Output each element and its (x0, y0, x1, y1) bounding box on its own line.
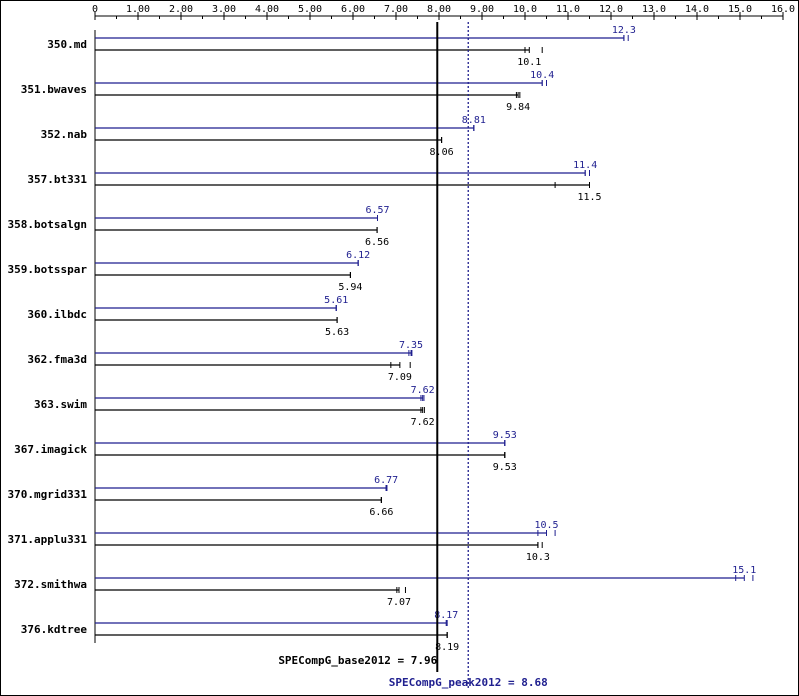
base-value-label: 10.1 (517, 57, 541, 68)
benchmark-label: 359.botsspar (8, 263, 88, 276)
benchmark-label: 357.bt331 (27, 173, 87, 186)
x-tick-label: 10.0 (513, 4, 537, 15)
base-value-label: 8.19 (435, 642, 459, 653)
benchmark-label: 350.md (47, 38, 87, 51)
x-tick-label: 4.00 (255, 4, 279, 15)
base-value-label: 6.56 (365, 237, 389, 248)
peak-value-label: 7.35 (399, 340, 423, 351)
peak-value-label: 12.3 (612, 25, 636, 36)
base-summary-label: SPECompG_base2012 = 7.96 (278, 654, 437, 667)
benchmark-label: 360.ilbdc (27, 308, 87, 321)
peak-value-label: 11.4 (573, 160, 597, 171)
base-value-label: 11.5 (577, 192, 601, 203)
x-tick-label: 8.00 (427, 4, 451, 15)
base-value-label: 5.94 (338, 282, 362, 293)
benchmark-label: 372.smithwa (14, 578, 87, 591)
peak-value-label: 8.17 (434, 610, 458, 621)
benchmark-label: 370.mgrid331 (8, 488, 88, 501)
benchmark-label: 363.swim (34, 398, 87, 411)
base-value-label: 8.06 (430, 147, 454, 158)
x-tick-label: 14.0 (685, 4, 709, 15)
x-tick-label: 6.00 (341, 4, 365, 15)
base-value-label: 7.09 (388, 372, 412, 383)
peak-value-label: 7.62 (411, 385, 435, 396)
benchmark-label: 371.applu331 (8, 533, 88, 546)
peak-value-label: 6.57 (365, 205, 389, 216)
benchmark-label: 351.bwaves (21, 83, 87, 96)
x-tick-label: 15.0 (728, 4, 752, 15)
x-tick-label: 3.00 (212, 4, 236, 15)
reference-lines: SPECompG_base2012 = 7.96 SPECompG_peak201… (278, 22, 548, 690)
peak-value-label: 10.5 (534, 520, 558, 531)
base-value-label: 7.07 (387, 597, 411, 608)
benchmark-label: 367.imagick (14, 443, 87, 456)
peak-value-label: 6.12 (346, 250, 370, 261)
peak-summary-label: SPECompG_peak2012 = 8.68 (389, 676, 548, 689)
base-value-label: 9.84 (506, 102, 530, 113)
x-tick-label: 16.0 (771, 4, 795, 15)
benchmark-label: 358.botsalgn (8, 218, 87, 231)
benchmark-label: 362.fma3d (27, 353, 87, 366)
x-tick-label: 11.0 (556, 4, 580, 15)
x-tick-label: 2.00 (169, 4, 193, 15)
x-tick-label: 0 (92, 4, 98, 15)
benchmark-label: 352.nab (41, 128, 88, 141)
x-axis: 0 1.00 2.00 3.00 4.00 5.00 6.00 7.00 8.00 9.00 10.… (92, 4, 795, 643)
bars: 350.md 12.3 10.1 351.bwaves 10.4 9.84 352.nab 8… (8, 25, 757, 653)
peak-value-label: 6.77 (374, 475, 398, 486)
base-value-label: 10.3 (526, 552, 550, 563)
base-value-label: 7.62 (411, 417, 435, 428)
benchmark-label: 376.kdtree (21, 623, 88, 636)
base-value-label: 6.66 (369, 507, 393, 518)
peak-value-label: 15.1 (732, 565, 756, 576)
x-tick-label: 1.00 (126, 4, 150, 15)
peak-value-label: 10.4 (530, 70, 554, 81)
peak-value-label: 8.81 (462, 115, 486, 126)
peak-value-label: 9.53 (493, 430, 517, 441)
base-value-label: 9.53 (493, 462, 517, 473)
peak-value-label: 5.61 (324, 295, 348, 306)
x-tick-label: 5.00 (298, 4, 322, 15)
base-value-label: 5.63 (325, 327, 349, 338)
x-tick-label: 13.0 (642, 4, 666, 15)
x-tick-label: 7.00 (384, 4, 408, 15)
x-tick-label: 9.00 (470, 4, 494, 15)
x-tick-label: 12.0 (599, 4, 623, 15)
